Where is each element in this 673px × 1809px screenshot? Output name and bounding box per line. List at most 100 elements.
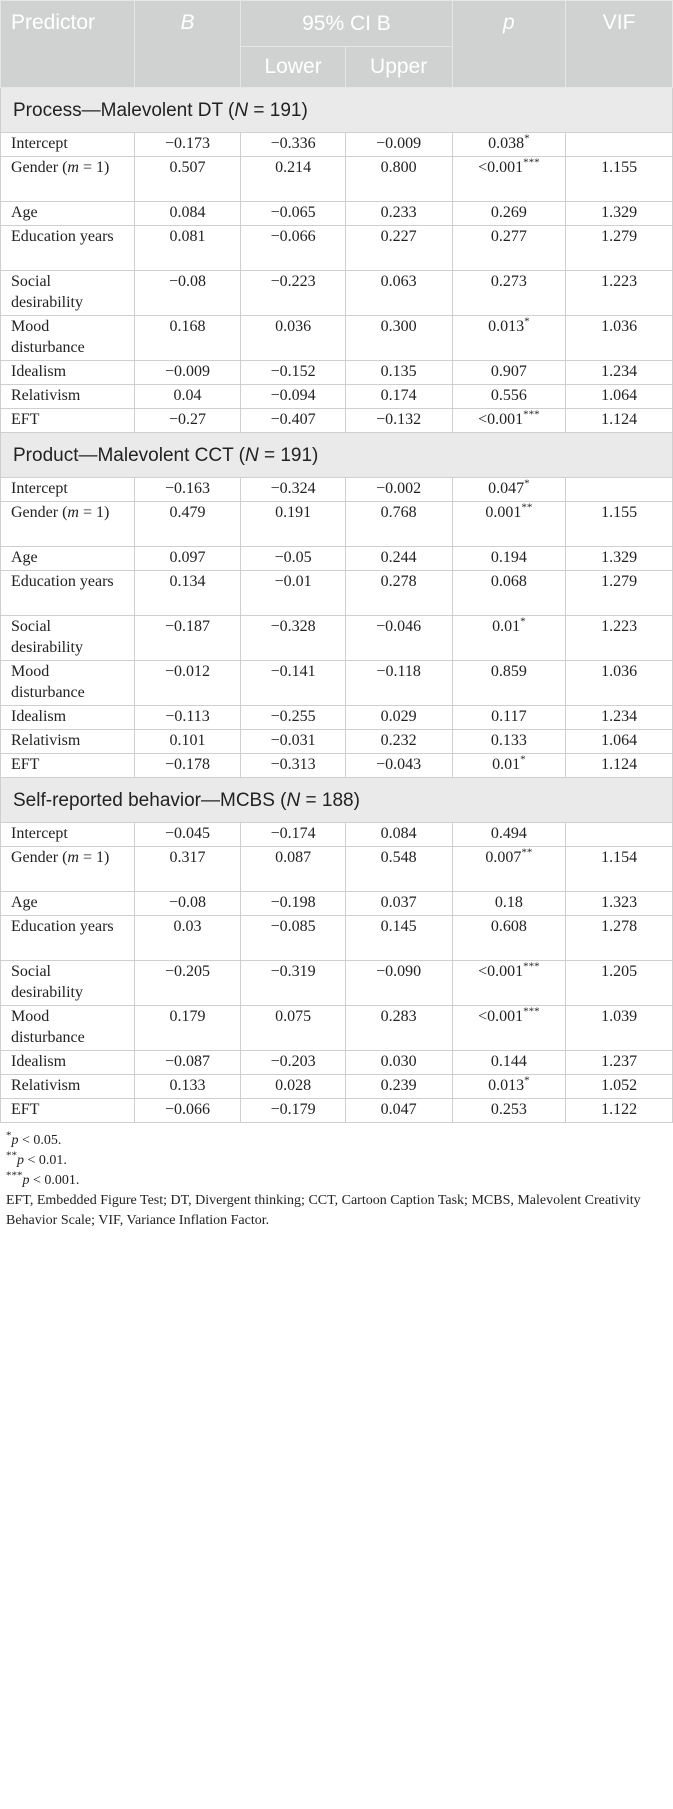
table-row: Intercept −0.163 −0.324 −0.002 0.047* bbox=[0, 477, 673, 502]
p-value: 0.047 bbox=[488, 480, 525, 497]
cell-predictor: Social desirability bbox=[0, 960, 135, 1006]
cell-p: <0.001*** bbox=[451, 1005, 567, 1051]
significance-mark: *** bbox=[523, 960, 540, 973]
cell-upper: 0.063 bbox=[344, 270, 453, 316]
section-title: Self-reported behavior—MCBS (N = 188) bbox=[0, 777, 673, 823]
cell-vif: 1.064 bbox=[565, 384, 673, 409]
cell-vif bbox=[565, 132, 673, 157]
p-value: 0.013 bbox=[488, 1077, 525, 1094]
table-row: Gender (m = 1) 0.479 0.191 0.768 0.001** 1.15… bbox=[0, 501, 673, 547]
cell-b: 0.179 bbox=[133, 1005, 242, 1051]
cell-vif: 1.124 bbox=[565, 408, 673, 433]
cell-upper: −0.043 bbox=[344, 753, 453, 778]
cell-b: 0.101 bbox=[133, 729, 242, 754]
cell-upper: 0.227 bbox=[344, 225, 453, 271]
cell-vif: 1.223 bbox=[565, 270, 673, 316]
predictor-label: Education years bbox=[11, 918, 114, 935]
table-row: Education years 0.03 −0.085 0.145 0.608 1.278 bbox=[0, 915, 673, 961]
predictor-label: Education years bbox=[11, 228, 114, 245]
table-row: Age −0.08 −0.198 0.037 0.18 1.323 bbox=[0, 891, 673, 916]
cell-vif: 1.234 bbox=[565, 705, 673, 730]
cell-upper: 0.037 bbox=[344, 891, 453, 916]
predictor-label: Age bbox=[11, 549, 38, 566]
cell-vif: 1.039 bbox=[565, 1005, 673, 1051]
table-row: Gender (m = 1) 0.317 0.087 0.548 0.007** 1.15… bbox=[0, 846, 673, 892]
p-value: 0.859 bbox=[490, 663, 527, 680]
cell-upper: −0.118 bbox=[344, 660, 453, 706]
table-row: Intercept −0.173 −0.336 −0.009 0.038* bbox=[0, 132, 673, 157]
cell-upper: 0.135 bbox=[344, 360, 453, 385]
predictor-label: Relativism bbox=[11, 387, 81, 404]
p-value: 0.007 bbox=[485, 849, 522, 866]
predictor-label-tail: = 1) bbox=[78, 504, 110, 521]
predictor-label: EFT bbox=[11, 756, 40, 773]
cell-vif: 1.223 bbox=[565, 615, 673, 661]
p-value: 0.907 bbox=[490, 363, 527, 380]
cell-lower: −0.141 bbox=[240, 660, 346, 706]
predictor-label: Mood disturbance bbox=[11, 1008, 85, 1046]
cell-vif: 1.279 bbox=[565, 570, 673, 616]
cell-predictor: Idealism bbox=[0, 1050, 135, 1075]
cell-predictor: Relativism bbox=[0, 384, 135, 409]
cell-b: −0.187 bbox=[133, 615, 242, 661]
predictor-label-tail: = 1) bbox=[78, 849, 110, 866]
cell-p: 0.007** bbox=[451, 846, 567, 892]
cell-lower: −0.223 bbox=[240, 270, 346, 316]
cell-b: 0.04 bbox=[133, 384, 242, 409]
p-value: 0.608 bbox=[490, 918, 527, 935]
p-value: <0.001 bbox=[478, 1008, 524, 1025]
cell-b: −0.113 bbox=[133, 705, 242, 730]
predictor-label-var: m bbox=[67, 159, 79, 176]
table-row: Relativism 0.04 −0.094 0.174 0.556 1.064 bbox=[0, 384, 673, 409]
section-title-n: N bbox=[286, 789, 301, 811]
table-row: EFT −0.178 −0.313 −0.043 0.01* 1.124 bbox=[0, 753, 673, 778]
predictor-label: Relativism bbox=[11, 1077, 81, 1094]
cell-predictor: Relativism bbox=[0, 1074, 135, 1099]
predictor-label: Idealism bbox=[11, 363, 67, 380]
p-value: 0.133 bbox=[490, 732, 527, 749]
cell-predictor: Gender (m = 1) bbox=[0, 156, 135, 202]
section-title: Product—Malevolent CCT (N = 191) bbox=[0, 432, 673, 478]
table-row: Age 0.084 −0.065 0.233 0.269 1.329 bbox=[0, 201, 673, 226]
cell-lower: −0.255 bbox=[240, 705, 346, 730]
table-row: Education years 0.081 −0.066 0.227 0.277 1.27… bbox=[0, 225, 673, 271]
cell-lower: −0.066 bbox=[240, 225, 346, 271]
significance-mark: * bbox=[524, 132, 530, 145]
cell-upper: 0.047 bbox=[344, 1098, 453, 1123]
table-row: Age 0.097 −0.05 0.244 0.194 1.329 bbox=[0, 546, 673, 571]
p-value: 0.144 bbox=[490, 1053, 527, 1070]
p-value: <0.001 bbox=[478, 159, 524, 176]
section-title-prefix: Self-reported behavior—MCBS ( bbox=[13, 789, 287, 811]
cell-b: −0.27 bbox=[133, 408, 242, 433]
cell-lower: −0.407 bbox=[240, 408, 346, 433]
cell-p: 0.013* bbox=[451, 315, 567, 361]
significance-mark: *** bbox=[523, 156, 540, 169]
significance-mark: * bbox=[524, 1074, 530, 1087]
p-value: 0.194 bbox=[490, 549, 527, 566]
cell-upper: −0.046 bbox=[344, 615, 453, 661]
cell-lower: −0.203 bbox=[240, 1050, 346, 1075]
predictor-label: Education years bbox=[11, 573, 114, 590]
cell-b: 0.133 bbox=[133, 1074, 242, 1099]
cell-vif: 1.234 bbox=[565, 360, 673, 385]
table-row: EFT −0.27 −0.407 −0.132 <0.001*** 1.124 bbox=[0, 408, 673, 433]
table-row: Idealism −0.087 −0.203 0.030 0.144 1.237 bbox=[0, 1050, 673, 1075]
cell-p: <0.001*** bbox=[451, 156, 567, 202]
section-title-prefix: Product—Malevolent CCT ( bbox=[13, 444, 245, 466]
table-row: Idealism −0.009 −0.152 0.135 0.907 1.234 bbox=[0, 360, 673, 385]
cell-lower: 0.075 bbox=[240, 1005, 346, 1051]
table-row: Social desirability −0.08 −0.223 0.063 0.273… bbox=[0, 270, 673, 316]
cell-lower: −0.174 bbox=[240, 822, 346, 847]
cell-b: −0.08 bbox=[133, 270, 242, 316]
predictor-label-var: m bbox=[67, 849, 79, 866]
cell-lower: −0.198 bbox=[240, 891, 346, 916]
predictor-label-tail: = 1) bbox=[78, 159, 110, 176]
predictor-label: Age bbox=[11, 204, 38, 221]
cell-b: −0.012 bbox=[133, 660, 242, 706]
cell-b: −0.08 bbox=[133, 891, 242, 916]
significance-mark: * bbox=[524, 477, 530, 490]
significance-mark: * bbox=[524, 315, 530, 328]
table-row: EFT −0.066 −0.179 0.047 0.253 1.122 bbox=[0, 1098, 673, 1123]
table-row: Mood disturbance −0.012 −0.141 −0.118 0.859 1… bbox=[0, 660, 673, 706]
header-vif: VIF bbox=[565, 0, 673, 88]
